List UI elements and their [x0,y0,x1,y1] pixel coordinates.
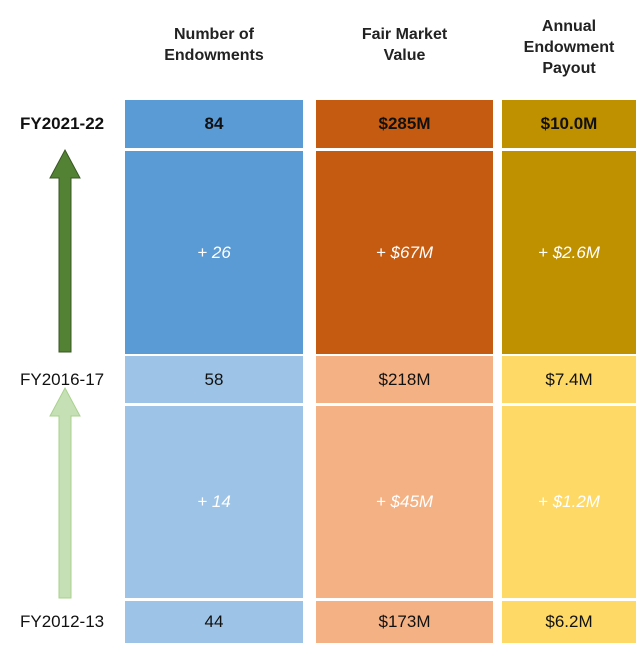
cell: $10.0M [502,100,636,148]
cell: $218M [316,356,493,403]
cell: $6.2M [502,601,636,643]
cell: 84 [125,100,303,148]
header-text: Annual Endowment Payout [523,18,615,77]
cell: $173M [316,601,493,643]
column-header: Annual Endowment Payout [502,0,636,95]
column-header: Number of Endowments [125,10,303,80]
cell: 58 [125,356,303,403]
arrows [49,148,81,599]
arrow-light [49,386,81,599]
arrow-dark [49,148,81,353]
cell: 44 [125,601,303,643]
row-label: FY2016-17 [20,369,105,389]
header-text: Number of Endowments [164,26,264,64]
change-cell: + 26 [125,151,303,354]
change-cell: + $1.2M [502,406,636,598]
change-cell: + 14 [125,406,303,598]
change-cell: + $45M [316,406,493,598]
cell: $285M [316,100,493,148]
column-header: Fair Market Value [316,10,493,80]
cell: $7.4M [502,356,636,403]
change-cell: + $2.6M [502,151,636,354]
row-label: FY2012-13 [20,612,105,631]
row-label: FY2021-22 [20,114,105,133]
change-cell: + $67M [316,151,493,354]
header-text: Fair Market Value [361,26,448,64]
